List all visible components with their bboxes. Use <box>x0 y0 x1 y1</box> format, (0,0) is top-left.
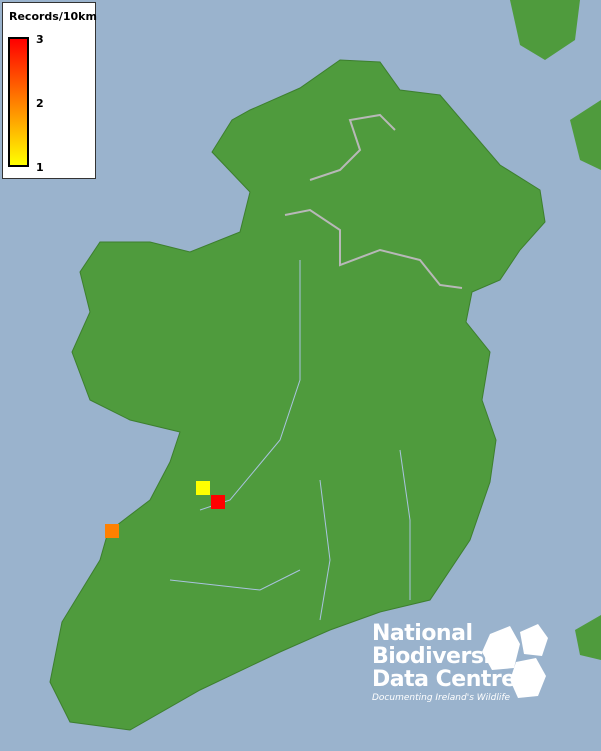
border-line <box>284 113 463 289</box>
scotland-landmass <box>510 0 601 660</box>
logo-line-2: Biodiversity <box>372 644 515 669</box>
legend: Records/10km 3 2 1 <box>2 2 97 179</box>
record-square[interactable] <box>211 495 225 509</box>
rivers <box>169 260 411 621</box>
legend-tick-mid: 2 <box>36 97 44 110</box>
logo-line-1: National <box>372 621 473 646</box>
legend-tick-min: 1 <box>36 161 44 174</box>
logo-hexagons-icon <box>482 624 548 698</box>
nbdc-logo: National Biodiversity Data Centre Docume… <box>372 621 548 703</box>
legend-color-scale <box>8 37 29 167</box>
record-square[interactable] <box>105 524 119 538</box>
ireland-landmass <box>49 59 546 731</box>
record-square[interactable] <box>196 481 210 495</box>
logo-line-3: Data Centre <box>372 667 516 692</box>
legend-title: Records/10km <box>9 10 97 23</box>
legend-tick-max: 3 <box>36 33 44 46</box>
logo-tagline: Documenting Ireland's Wildlife <box>372 693 511 703</box>
